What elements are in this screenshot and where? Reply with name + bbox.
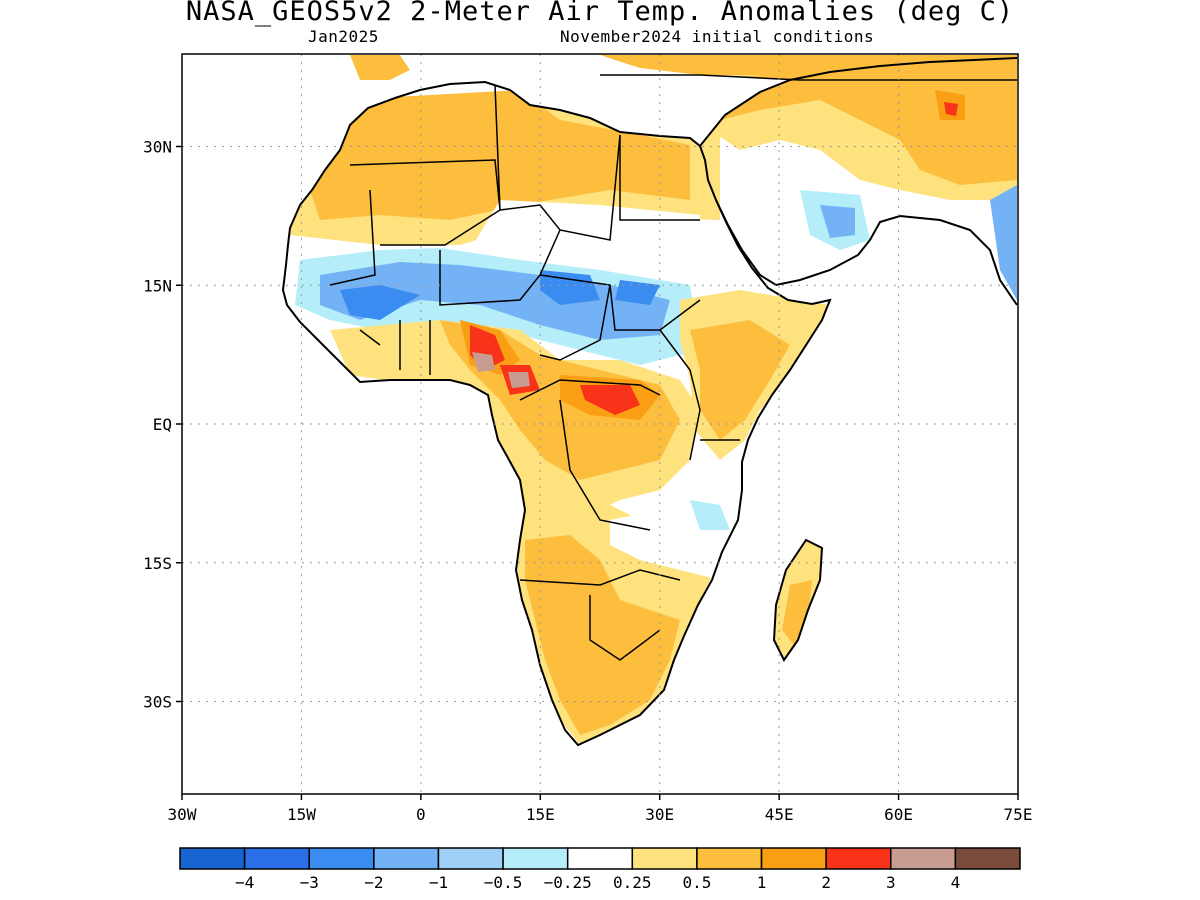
colorbar-swatch — [373, 847, 440, 870]
colorbar-label: 0.25 — [613, 873, 652, 892]
grid-lines — [182, 54, 1018, 794]
colorbar-swatch — [179, 847, 246, 870]
colorbar-label: 4 — [951, 873, 961, 892]
colorbar-label: −4 — [235, 873, 254, 892]
colorbar-swatch — [825, 847, 892, 870]
lat-tick-label: 15S — [143, 554, 172, 573]
colorbar-swatch — [437, 847, 504, 870]
colorbar-label: 2 — [821, 873, 831, 892]
lat-tick-label: EQ — [153, 415, 172, 434]
axes: 30W 15W 0 15E 30E 45E 60E 75E 30N 15N EQ 15S 30S — [143, 138, 1032, 825]
colorbar-swatch — [890, 847, 957, 870]
lon-tick-label: 15E — [526, 805, 555, 824]
colorbar-swatch — [760, 847, 827, 870]
lon-tick-label: 0 — [416, 805, 426, 824]
lon-tick-label: 75E — [1004, 805, 1033, 824]
lon-tick-label: 45E — [765, 805, 794, 824]
colorbar-swatch — [566, 847, 634, 870]
lon-tick-label: 15W — [287, 805, 316, 824]
lon-tick-label: 30W — [168, 805, 197, 824]
lon-tick-label: 60E — [884, 805, 913, 824]
colorbar-label: 3 — [886, 873, 896, 892]
map-title: NASA_GEOS5v2 2-Meter Air Temp. Anomalies… — [185, 0, 1015, 27]
colorbar-swatch — [243, 847, 310, 870]
initial-conditions-label: November2024 initial conditions — [560, 27, 875, 46]
lon-tick-label: 30E — [645, 805, 674, 824]
colorbar-label: −0.5 — [484, 873, 523, 892]
colorbar-swatch — [631, 847, 698, 870]
colorbar-swatch — [502, 847, 569, 870]
colorbar: −4 −3 −2 −1 −0.5 −0.25 0.25 0.5 1 2 3 4 — [179, 847, 1021, 892]
lat-tick-label: 30S — [143, 693, 172, 712]
colorbar-label: −3 — [300, 873, 319, 892]
colorbar-label: 0.5 — [682, 873, 711, 892]
colorbar-label: −2 — [364, 873, 383, 892]
colorbar-swatch — [954, 847, 1021, 870]
colorbar-label: −0.25 — [544, 873, 592, 892]
lat-tick-label: 15N — [143, 276, 172, 295]
colorbar-label: −1 — [429, 873, 448, 892]
colorbar-swatch — [696, 847, 763, 870]
colorbar-label: 1 — [757, 873, 767, 892]
lat-tick-label: 30N — [143, 138, 172, 157]
colorbar-swatch — [308, 847, 375, 870]
forecast-month: Jan2025 — [308, 27, 379, 46]
